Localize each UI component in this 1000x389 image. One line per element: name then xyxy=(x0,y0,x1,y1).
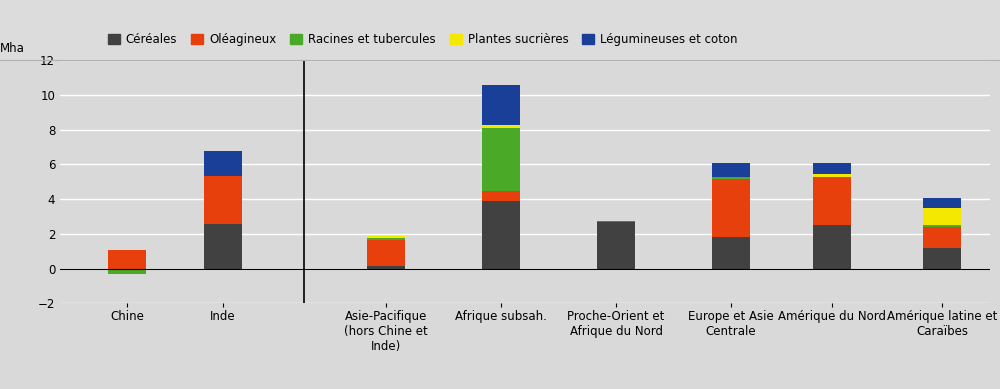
Bar xyxy=(923,227,961,248)
Bar xyxy=(923,208,961,225)
Bar xyxy=(482,191,520,201)
Bar xyxy=(712,163,750,177)
Legend: Céréales, Oléagineux, Racines et tubercules, Plantes sucrières, Légumineuses et : Céréales, Oléagineux, Racines et tubercu… xyxy=(103,28,742,51)
Bar xyxy=(482,201,520,269)
Bar xyxy=(482,124,520,128)
Bar xyxy=(108,269,146,274)
Bar xyxy=(813,173,851,177)
Bar xyxy=(204,224,242,269)
Bar xyxy=(108,251,146,269)
Bar xyxy=(813,225,851,269)
Bar xyxy=(923,198,961,208)
Bar xyxy=(712,237,750,269)
Bar xyxy=(923,248,961,269)
Bar xyxy=(923,225,961,227)
Bar xyxy=(813,177,851,225)
Bar xyxy=(597,221,635,222)
Bar xyxy=(204,176,242,224)
Bar xyxy=(712,177,750,179)
Bar xyxy=(367,238,405,240)
Bar xyxy=(712,179,750,237)
Bar xyxy=(367,266,405,269)
Bar xyxy=(367,240,405,266)
Bar xyxy=(204,151,242,176)
Bar xyxy=(597,222,635,269)
Bar xyxy=(482,85,520,124)
Bar xyxy=(482,128,520,191)
Text: Mha: Mha xyxy=(0,42,24,56)
Bar xyxy=(813,163,851,173)
Bar xyxy=(367,237,405,238)
